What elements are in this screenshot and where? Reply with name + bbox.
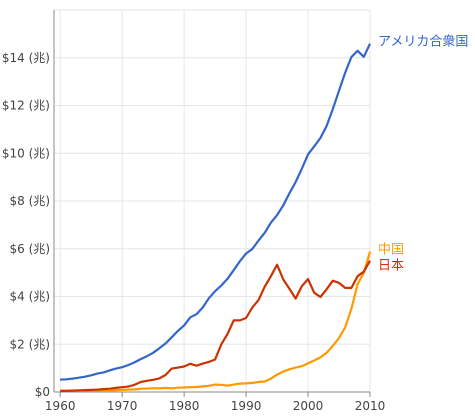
series-line [60,43,371,381]
y-tick-label: $10 (兆) [2,146,50,160]
axes [53,10,371,397]
y-tick-label: $14 (兆) [2,51,50,65]
y-tick-label: $6 (兆) [10,242,50,256]
x-tick-label: 1960 [45,399,76,413]
y-tick-label: $12 (兆) [2,99,50,113]
x-tick-label: 1970 [107,399,138,413]
series-line [60,260,371,393]
x-tick-label: 2010 [355,399,386,413]
series-line [60,251,372,392]
y-axis-ticks: $0 $2 (兆) $4 (兆) $6 (兆) $8 (兆) $10 (兆) $12 (兆)… [2,51,50,399]
series-label: 中国 [378,243,404,258]
grid-lines [54,9,371,392]
y-tick-label: $0 [35,385,50,399]
series-label: アメリカ合衆国 [378,34,468,50]
x-tick-label: 1980 [169,399,200,413]
x-axis-ticks: 1960 1970 1980 1990 2000 2010 [45,399,385,413]
x-tick-label: 2000 [293,399,324,413]
x-tick-label: 1990 [231,399,262,413]
y-tick-label: $8 (兆) [10,194,50,208]
y-tick-label: $4 (兆) [10,290,50,304]
series-label: 日本 [378,259,404,274]
y-tick-label: $2 (兆) [10,337,50,351]
series-lines [60,43,372,393]
